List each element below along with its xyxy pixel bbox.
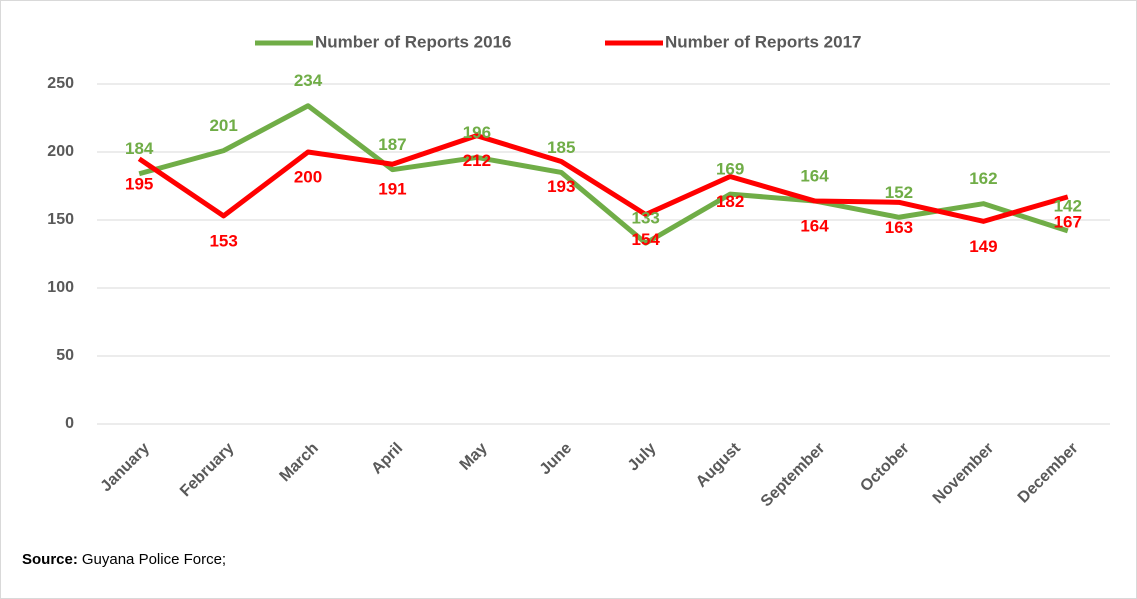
data-label: 153 [209,231,237,250]
data-label: 187 [378,135,406,154]
data-label: 212 [463,151,491,170]
data-label: 196 [463,123,491,142]
data-label: 191 [378,180,406,199]
data-label: 201 [209,116,237,135]
data-label: 133 [632,209,660,228]
data-label: 142 [1054,196,1082,215]
data-label: 234 [294,71,323,90]
y-tick-label: 150 [47,211,74,228]
data-label: 182 [716,192,744,211]
y-tick-label: 250 [47,75,74,92]
data-label: 195 [125,174,153,193]
source-note: Source: Guyana Police Force; [22,551,226,568]
data-label: 164 [800,166,829,185]
legend-label: Number of Reports 2016 [315,32,512,51]
y-tick-label: 200 [47,143,74,160]
data-label: 162 [969,169,997,188]
data-label: 154 [632,230,661,249]
y-tick-label: 100 [47,279,74,296]
data-label: 169 [716,160,744,179]
data-label: 193 [547,177,575,196]
data-label: 164 [800,216,829,235]
y-tick-label: 50 [56,347,74,364]
y-tick-label: 0 [65,415,74,432]
data-label: 163 [885,218,913,237]
source-text: Guyana Police Force; [82,551,226,568]
data-label: 185 [547,138,575,157]
data-label: 167 [1054,212,1082,231]
series-line [137,133,1069,224]
data-label: 149 [969,237,997,256]
data-label: 200 [294,167,322,186]
legend-label: Number of Reports 2017 [665,32,862,51]
source-label: Source: [22,551,78,568]
data-label: 184 [125,139,154,158]
series-line [138,103,1069,246]
data-label: 152 [885,183,913,202]
